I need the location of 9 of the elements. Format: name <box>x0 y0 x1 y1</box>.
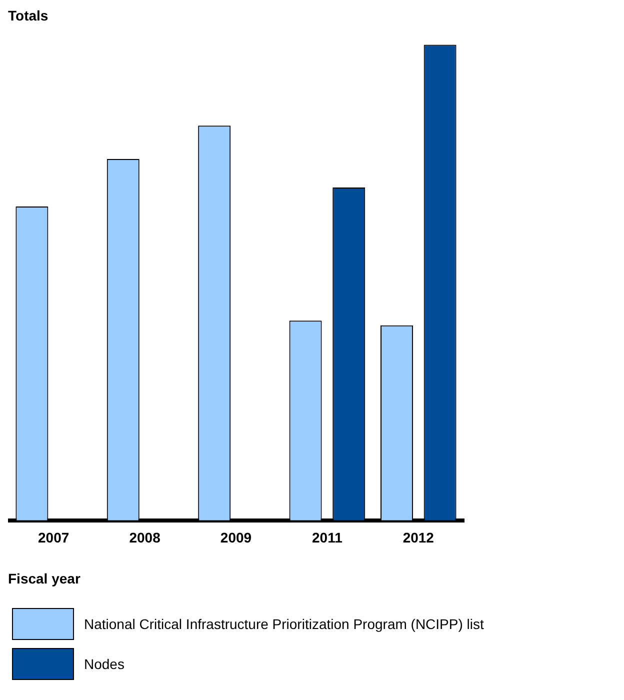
x-tick-label: 2009 <box>220 530 252 546</box>
x-tick-label: 2007 <box>38 530 70 546</box>
chart-title: Totals <box>8 7 48 24</box>
legend-label: National Critical Infrastructure Prioritization Program (NCIPP) list <box>84 616 484 632</box>
x-tick-label: 2011 <box>312 530 343 546</box>
x-tick-label: 2012 <box>402 530 434 546</box>
x-tick-label: 2008 <box>129 530 161 546</box>
legend-label: Nodes <box>84 656 124 672</box>
x-axis-title: Fiscal year <box>8 570 81 586</box>
